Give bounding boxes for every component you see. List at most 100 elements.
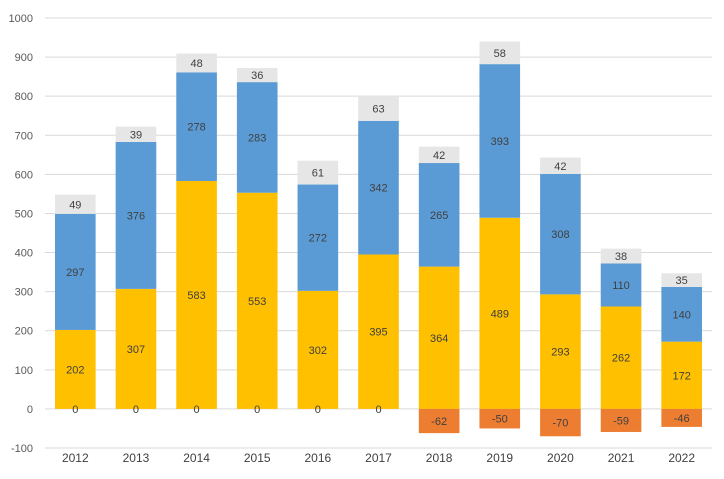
- data-label: 36: [251, 70, 263, 82]
- data-label: 140: [673, 309, 691, 321]
- y-tick-label: 400: [15, 248, 33, 260]
- bar-segment: [297, 184, 339, 291]
- y-tick-label: 900: [15, 52, 33, 64]
- y-tick-label: -100: [11, 443, 33, 455]
- bar-segment: [479, 217, 521, 409]
- x-tick-label: 2017: [365, 451, 392, 465]
- bar-segment: [236, 192, 278, 409]
- data-label: 63: [372, 103, 384, 115]
- bar-segment: [600, 408, 642, 432]
- bar-segment: [358, 254, 399, 409]
- data-label: 265: [430, 210, 448, 222]
- x-tick-label: 2020: [547, 451, 574, 465]
- y-tick-label: 600: [15, 169, 33, 181]
- data-label: 553: [248, 296, 266, 308]
- data-label: 42: [433, 150, 445, 162]
- x-tick-label: 2022: [668, 451, 695, 465]
- bar-segment: [479, 64, 521, 218]
- y-tick-label: 800: [15, 91, 33, 103]
- data-label: 307: [127, 344, 145, 356]
- bar-segment: [358, 96, 399, 121]
- bar-segment: [115, 126, 157, 142]
- x-tick-label: 2019: [486, 451, 513, 465]
- data-label: 0: [254, 404, 260, 416]
- data-label: 262: [612, 353, 630, 365]
- x-tick-label: 2015: [244, 451, 271, 465]
- x-tick-label: 2014: [183, 451, 210, 465]
- bar-segment: [115, 141, 157, 289]
- data-label: 0: [194, 404, 200, 416]
- bar-segment: [418, 146, 460, 164]
- y-tick-label: 100: [15, 365, 33, 377]
- bar-segment: [540, 157, 581, 174]
- y-tick-label: 700: [15, 130, 33, 142]
- x-tick-label: 2012: [62, 451, 89, 465]
- bar-segment: [600, 248, 642, 264]
- data-label: 364: [430, 333, 448, 345]
- data-label: 35: [676, 275, 688, 287]
- bar-segment: [176, 53, 217, 73]
- data-label: 293: [551, 347, 569, 359]
- data-label: -70: [552, 418, 568, 430]
- data-label: 172: [673, 370, 691, 382]
- bar-segment: [600, 306, 642, 409]
- bar-segment: [55, 194, 96, 214]
- data-label: 283: [248, 132, 266, 144]
- y-tick-label: 200: [15, 326, 33, 338]
- data-label: 61: [312, 168, 324, 180]
- data-label: -59: [613, 415, 629, 427]
- data-label: -50: [492, 414, 508, 426]
- bar-segment: [358, 120, 399, 255]
- bar-segment: [55, 329, 96, 409]
- data-label: 48: [190, 58, 202, 70]
- bar-segment: [418, 163, 460, 267]
- bar-segment: [661, 286, 702, 342]
- y-tick-label: 0: [27, 404, 33, 416]
- data-label: 308: [551, 229, 569, 241]
- bar-segment: [418, 266, 460, 409]
- data-label: 58: [494, 48, 506, 60]
- bar-segment: [661, 408, 702, 427]
- y-tick-label: 300: [15, 287, 33, 299]
- bar-segment: [236, 68, 278, 83]
- bar-segment: [540, 294, 581, 409]
- data-label: 39: [130, 129, 142, 141]
- data-label: 0: [133, 404, 139, 416]
- bar-segment: [479, 408, 521, 429]
- bar-segment: [418, 408, 460, 434]
- bar-segment: [236, 82, 278, 193]
- x-tick-label: 2013: [123, 451, 150, 465]
- data-label: 202: [66, 364, 84, 376]
- data-label: 489: [491, 308, 509, 320]
- data-label: 376: [127, 210, 145, 222]
- data-label: 302: [309, 345, 327, 357]
- bar-segment: [661, 341, 702, 409]
- bar-segment: [55, 213, 96, 330]
- data-label: 49: [69, 199, 81, 211]
- data-label: 278: [187, 122, 205, 134]
- data-label: -62: [431, 416, 447, 428]
- data-label: 42: [554, 161, 566, 173]
- bar-segment: [297, 160, 339, 185]
- bar-segment: [540, 408, 581, 437]
- data-label: 0: [315, 404, 321, 416]
- bar-segment: [479, 41, 521, 65]
- bar-segment: [600, 263, 642, 307]
- y-tick-label: 500: [15, 208, 33, 220]
- x-tick-label: 2016: [305, 451, 332, 465]
- x-tick-label: 2021: [608, 451, 635, 465]
- data-label: 342: [369, 183, 387, 195]
- bar-segment: [297, 290, 339, 409]
- data-label: 395: [369, 327, 387, 339]
- data-label: 272: [309, 233, 327, 245]
- bar-segment: [540, 173, 581, 295]
- data-label: -46: [674, 413, 690, 425]
- data-label: 297: [66, 267, 84, 279]
- data-label: 110: [612, 280, 630, 292]
- data-label: 0: [72, 404, 78, 416]
- data-label: 583: [187, 290, 205, 302]
- bar-segment: [176, 181, 217, 409]
- bar-segment: [115, 288, 157, 409]
- data-label: 38: [615, 251, 627, 263]
